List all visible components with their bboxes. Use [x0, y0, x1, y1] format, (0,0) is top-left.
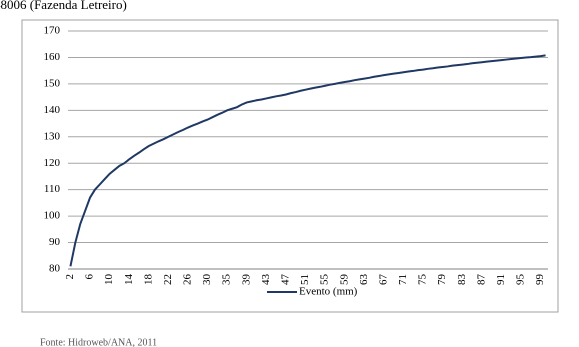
y-tick-label: 100: [44, 210, 61, 222]
x-tick-label: 99: [534, 274, 546, 286]
x-tick-label: 43: [260, 274, 272, 286]
y-tick-label: 170: [44, 25, 61, 37]
y-tick-label: 150: [44, 77, 61, 89]
x-tick-label: 55: [319, 274, 331, 286]
x-tick-label: 79: [436, 274, 448, 286]
x-tick-label: 2: [64, 274, 76, 280]
y-tick-label: 160: [44, 51, 61, 63]
y-tick-label: 90: [49, 236, 61, 248]
legend-label: Evento (mm): [299, 286, 358, 298]
x-tick-label: 75: [417, 274, 429, 286]
x-tick-label: 83: [456, 274, 468, 286]
x-tick-label: 47: [279, 274, 291, 286]
x-tick-label: 6: [84, 274, 96, 280]
x-tick-label: 18: [142, 274, 154, 286]
x-tick-label: 87: [475, 274, 487, 286]
x-tick-label: 10: [103, 274, 115, 286]
y-tick-label: 140: [44, 104, 61, 116]
source-note: Fonte: Hidroweb/ANA, 2011: [40, 337, 157, 347]
x-tick-label: 30: [201, 274, 213, 286]
x-tick-label: 26: [182, 274, 194, 286]
x-tick-label: 14: [123, 274, 135, 286]
data-line: [69, 54, 546, 267]
chart-frame: [21, 19, 559, 313]
y-tick-label: 120: [44, 157, 61, 169]
x-tick-label: 63: [358, 274, 370, 286]
x-tick-label: 67: [377, 274, 389, 286]
x-tick-label: 91: [495, 274, 507, 285]
chart-title: 48006 (Fazenda Letreiro): [0, 0, 127, 12]
x-tick-label: 51: [299, 274, 311, 285]
x-tick-label: 35: [221, 274, 233, 286]
y-tick-label: 130: [44, 130, 61, 142]
x-tick-label: 39: [240, 274, 252, 286]
x-tick-label: 22: [162, 274, 174, 285]
x-tick-label: 95: [515, 274, 527, 286]
x-tick-label: 71: [397, 274, 409, 285]
y-tick-label: 110: [44, 183, 61, 195]
x-tick-label: 59: [338, 274, 350, 286]
y-tick-label: 80: [49, 263, 61, 275]
